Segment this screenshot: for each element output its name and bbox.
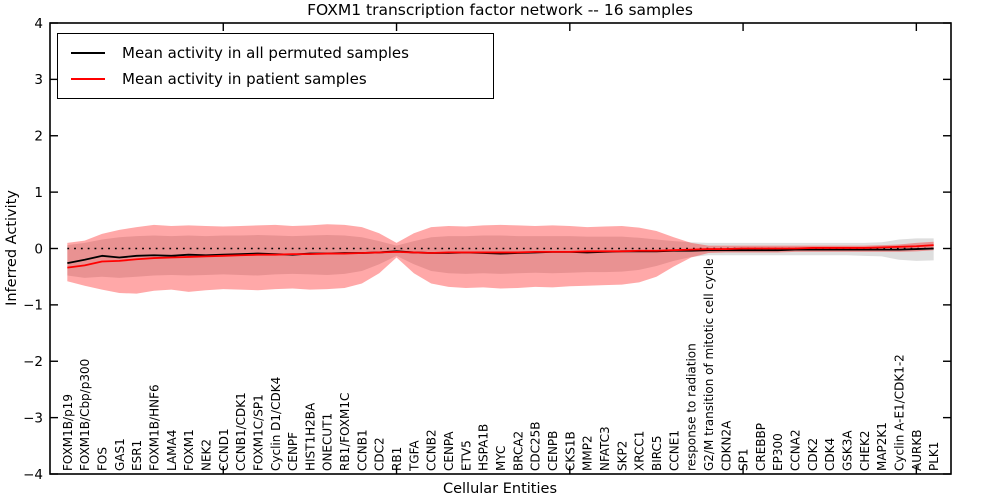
x-category-label: CDKN2A — [719, 420, 733, 471]
x-category-label: FOXM1B/p19 — [61, 394, 75, 471]
x-category-label: CENPB — [546, 431, 560, 471]
chart-title: FOXM1 transcription factor network -- 16… — [307, 1, 693, 19]
x-category-label: CKS1B — [563, 431, 577, 471]
x-category-label: G2/M transition of mitotic cell cycle — [702, 258, 716, 471]
x-category-label: CENPF — [286, 432, 300, 471]
y-tick-label: −1 — [23, 298, 43, 314]
x-category-label: RB1/FOXM1C — [338, 393, 352, 471]
x-category-label: NFATC3 — [598, 426, 612, 471]
legend-label-patient: Mean activity in patient samples — [122, 70, 367, 88]
legend-item-permuted: Mean activity in all permuted samples — [71, 41, 493, 66]
x-category-label: MYC — [494, 446, 508, 471]
x-category-label: ESR1 — [130, 440, 144, 471]
y-tick-label: 1 — [34, 185, 43, 201]
x-category-label: FOXM1C/SP1 — [251, 394, 265, 471]
x-category-label: BRCA2 — [511, 431, 525, 471]
x-category-label: ONECUT1 — [321, 413, 335, 471]
x-category-label: FOXM1 — [182, 429, 196, 471]
x-category-label: CCNB1/CDK1 — [234, 392, 248, 471]
legend-item-patient: Mean activity in patient samples — [71, 67, 493, 92]
x-category-label: CDK4 — [823, 438, 837, 471]
y-tick-label: −3 — [23, 410, 43, 426]
x-category-label: FOXM1B/HNF6 — [147, 384, 161, 471]
x-category-label: CREBBP — [754, 423, 768, 471]
x-category-label: ETV5 — [459, 440, 473, 471]
y-tick-label: 2 — [34, 129, 43, 145]
x-category-label: CCNB1 — [355, 429, 369, 471]
patient-mean-line — [67, 244, 934, 269]
x-category-label: HIST1H2BA — [303, 402, 317, 471]
x-category-label: HSPA1B — [477, 424, 491, 471]
patient-std-band — [67, 224, 934, 294]
x-category-label: NEK2 — [199, 439, 213, 471]
x-category-label: FOXM1B/Cbp/p300 — [78, 359, 92, 471]
x-category-label: CCND1 — [217, 428, 231, 471]
x-category-label: EP300 — [771, 433, 785, 471]
x-category-label: CCNB2 — [425, 429, 439, 471]
x-category-label: BIRC5 — [650, 435, 664, 471]
x-category-label: XRCC1 — [633, 431, 647, 471]
x-category-label: AURKB — [910, 430, 924, 471]
legend-label-permuted: Mean activity in all permuted samples — [122, 44, 409, 62]
y-tick-label: −4 — [23, 467, 43, 483]
legend-line-sample-patient — [71, 78, 105, 80]
y-tick-label: −2 — [23, 354, 43, 370]
legend: Mean activity in all permuted samples Me… — [57, 33, 494, 99]
y-tick-label: 4 — [34, 16, 43, 32]
x-category-label: PLK1 — [927, 442, 941, 471]
permuted-std-band — [67, 234, 934, 278]
x-category-label: CDC2 — [373, 437, 387, 471]
y-tick-label: 3 — [34, 72, 43, 88]
y-tick-label: 0 — [34, 241, 43, 257]
x-category-label: LAMA4 — [165, 430, 179, 471]
x-category-label: CCNA2 — [789, 429, 803, 471]
x-category-label: Cyclin D1/CDK4 — [269, 377, 283, 471]
x-category-label: SKP2 — [615, 441, 629, 471]
x-category-label: GAS1 — [113, 438, 127, 471]
x-category-label: RB1 — [390, 447, 404, 471]
legend-line-sample-permuted — [71, 52, 105, 54]
x-category-label: TGFA — [407, 440, 421, 472]
x-category-label: GSK3A — [841, 430, 855, 471]
x-category-label: response to radiation — [685, 343, 699, 471]
x-category-label: CHEK2 — [858, 431, 872, 472]
x-category-label: CDK2 — [806, 438, 820, 471]
x-axis-label: Cellular Entities — [442, 481, 558, 497]
permuted-mean-line — [67, 247, 934, 265]
x-category-label: MAP2K1 — [875, 422, 889, 471]
x-category-label: SP1 — [737, 449, 751, 472]
x-category-label: CDC25B — [529, 422, 543, 472]
x-category-label: CENPA — [442, 431, 456, 471]
x-category-label: FOS — [95, 447, 109, 471]
x-category-label: Cyclin A-E1/CDK1-2 — [893, 354, 907, 471]
x-category-label: CCNE1 — [667, 430, 681, 471]
x-category-label: MMP2 — [581, 435, 595, 471]
